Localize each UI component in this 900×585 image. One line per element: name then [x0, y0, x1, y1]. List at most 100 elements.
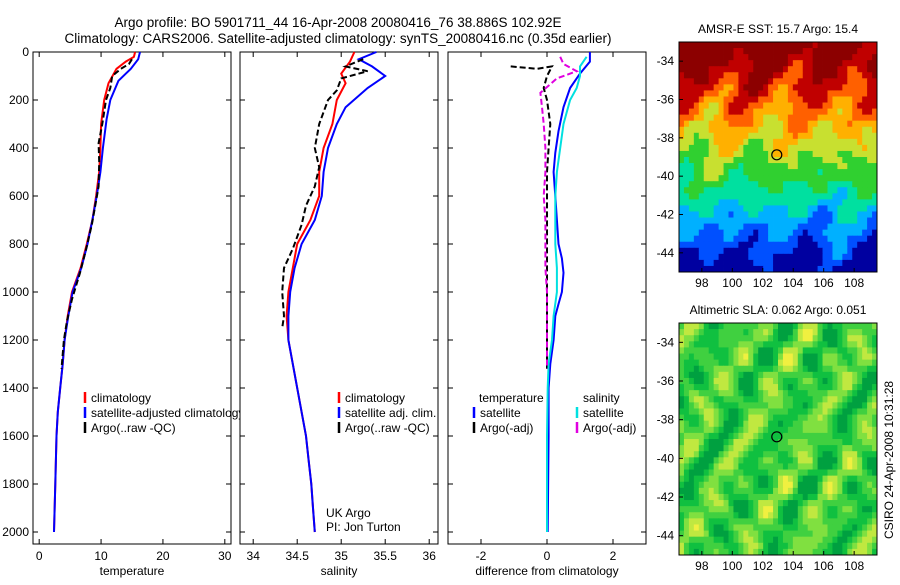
- sla-cell: [792, 341, 799, 348]
- sla-cell: [703, 439, 710, 446]
- sla-cell: [733, 384, 739, 391]
- sst-cell: [797, 108, 804, 116]
- sst-cell: [768, 120, 774, 128]
- sla-cell: [693, 493, 700, 501]
- sst-cell: [693, 175, 700, 182]
- sst-cell: [753, 247, 759, 255]
- sla-cell: [708, 408, 715, 415]
- sst-cell: [683, 223, 690, 231]
- sla-cell: [802, 420, 809, 428]
- sla-cell: [872, 445, 878, 452]
- sla-cell: [822, 487, 828, 495]
- sla-cell: [738, 481, 744, 489]
- sla-cell: [797, 390, 804, 397]
- sst-cell: [768, 84, 774, 91]
- sst-cell: [778, 60, 784, 67]
- sla-cell: [733, 548, 739, 556]
- sst-cell: [782, 169, 789, 176]
- sst-cell: [758, 199, 764, 206]
- sst-cell: [822, 126, 828, 134]
- sla-cell: [683, 408, 690, 415]
- sla-cell: [842, 493, 848, 501]
- sst-cell: [802, 241, 809, 249]
- sla-cell: [738, 371, 744, 379]
- sla-cell: [837, 506, 843, 513]
- sla-cell: [728, 548, 734, 556]
- sst-cell: [847, 126, 853, 134]
- sla-cell: [679, 536, 685, 544]
- sst-cell: [763, 78, 769, 85]
- sla-cell: [807, 518, 814, 525]
- sla-cell: [718, 384, 724, 391]
- sla-cell: [852, 377, 858, 385]
- sla-cell: [807, 371, 814, 379]
- sla-cell: [683, 536, 690, 544]
- sst-cell: [723, 193, 729, 200]
- sla-cell: [872, 548, 878, 556]
- sla-cell: [753, 371, 759, 379]
- sst-cell: [733, 60, 739, 67]
- sla-cell: [688, 500, 695, 507]
- sst-cell: [872, 223, 878, 231]
- sst-cell: [758, 132, 764, 140]
- sst-cell: [852, 241, 858, 249]
- sst-cell: [743, 138, 749, 146]
- sla-cell: [797, 329, 804, 336]
- sla-cell: [688, 451, 695, 458]
- sla-cell: [872, 323, 878, 330]
- sla-cell: [792, 396, 799, 403]
- sst-cell: [862, 169, 868, 176]
- sst-cell: [782, 187, 789, 194]
- sla-cell: [753, 414, 759, 422]
- sla-cell: [807, 542, 814, 550]
- sst-cell: [758, 102, 764, 109]
- sla-cell: [872, 384, 878, 391]
- sla-cell: [768, 493, 774, 501]
- sst-cell: [872, 66, 878, 73]
- sst-cell: [862, 138, 868, 146]
- sst-cell: [812, 223, 818, 231]
- sla-cell: [862, 481, 868, 489]
- sst-cell: [713, 163, 719, 170]
- sst-cell: [797, 193, 804, 200]
- difference-series-salinity-argo-adj: [539, 56, 580, 369]
- sst-cell: [847, 132, 853, 140]
- sst-cell: [837, 211, 843, 218]
- sla-cell: [778, 493, 784, 501]
- sla-lat-label: -44: [657, 529, 675, 543]
- sla-cell: [763, 469, 769, 477]
- sla-cell: [758, 512, 764, 519]
- sst-cell: [792, 48, 799, 55]
- sst-cell: [797, 169, 804, 176]
- sst-cell: [683, 66, 690, 73]
- sst-cell: [787, 114, 794, 122]
- sla-cell: [698, 439, 705, 446]
- sst-cell: [778, 72, 784, 79]
- sla-cell: [787, 426, 794, 434]
- sst-cell: [693, 126, 700, 134]
- sla-cell: [787, 536, 794, 544]
- sla-cell: [748, 506, 754, 513]
- sst-cell: [708, 114, 715, 122]
- sla-map-title: Altimetric SLA: 0.062 Argo: 0.051: [690, 303, 867, 317]
- sst-cell: [778, 211, 784, 218]
- sst-cell: [827, 114, 833, 122]
- sst-cell: [708, 54, 715, 61]
- sla-cell: [822, 493, 828, 501]
- sla-lat-label: -38: [657, 413, 675, 427]
- sla-cell: [847, 524, 853, 531]
- sst-cell: [867, 193, 873, 200]
- sla-cell: [867, 500, 873, 507]
- sla-cell: [827, 384, 833, 391]
- depth-tick-label: 1400: [2, 381, 29, 395]
- sla-cell: [738, 463, 744, 470]
- sst-cell: [738, 102, 744, 109]
- sst-cell: [782, 229, 789, 237]
- sst-cell: [837, 132, 843, 140]
- sla-cell: [763, 408, 769, 415]
- sst-cell: [718, 211, 724, 218]
- sla-cell: [693, 445, 700, 452]
- sla-cell: [847, 500, 853, 507]
- sla-cell: [758, 548, 764, 556]
- sla-cell: [782, 432, 789, 440]
